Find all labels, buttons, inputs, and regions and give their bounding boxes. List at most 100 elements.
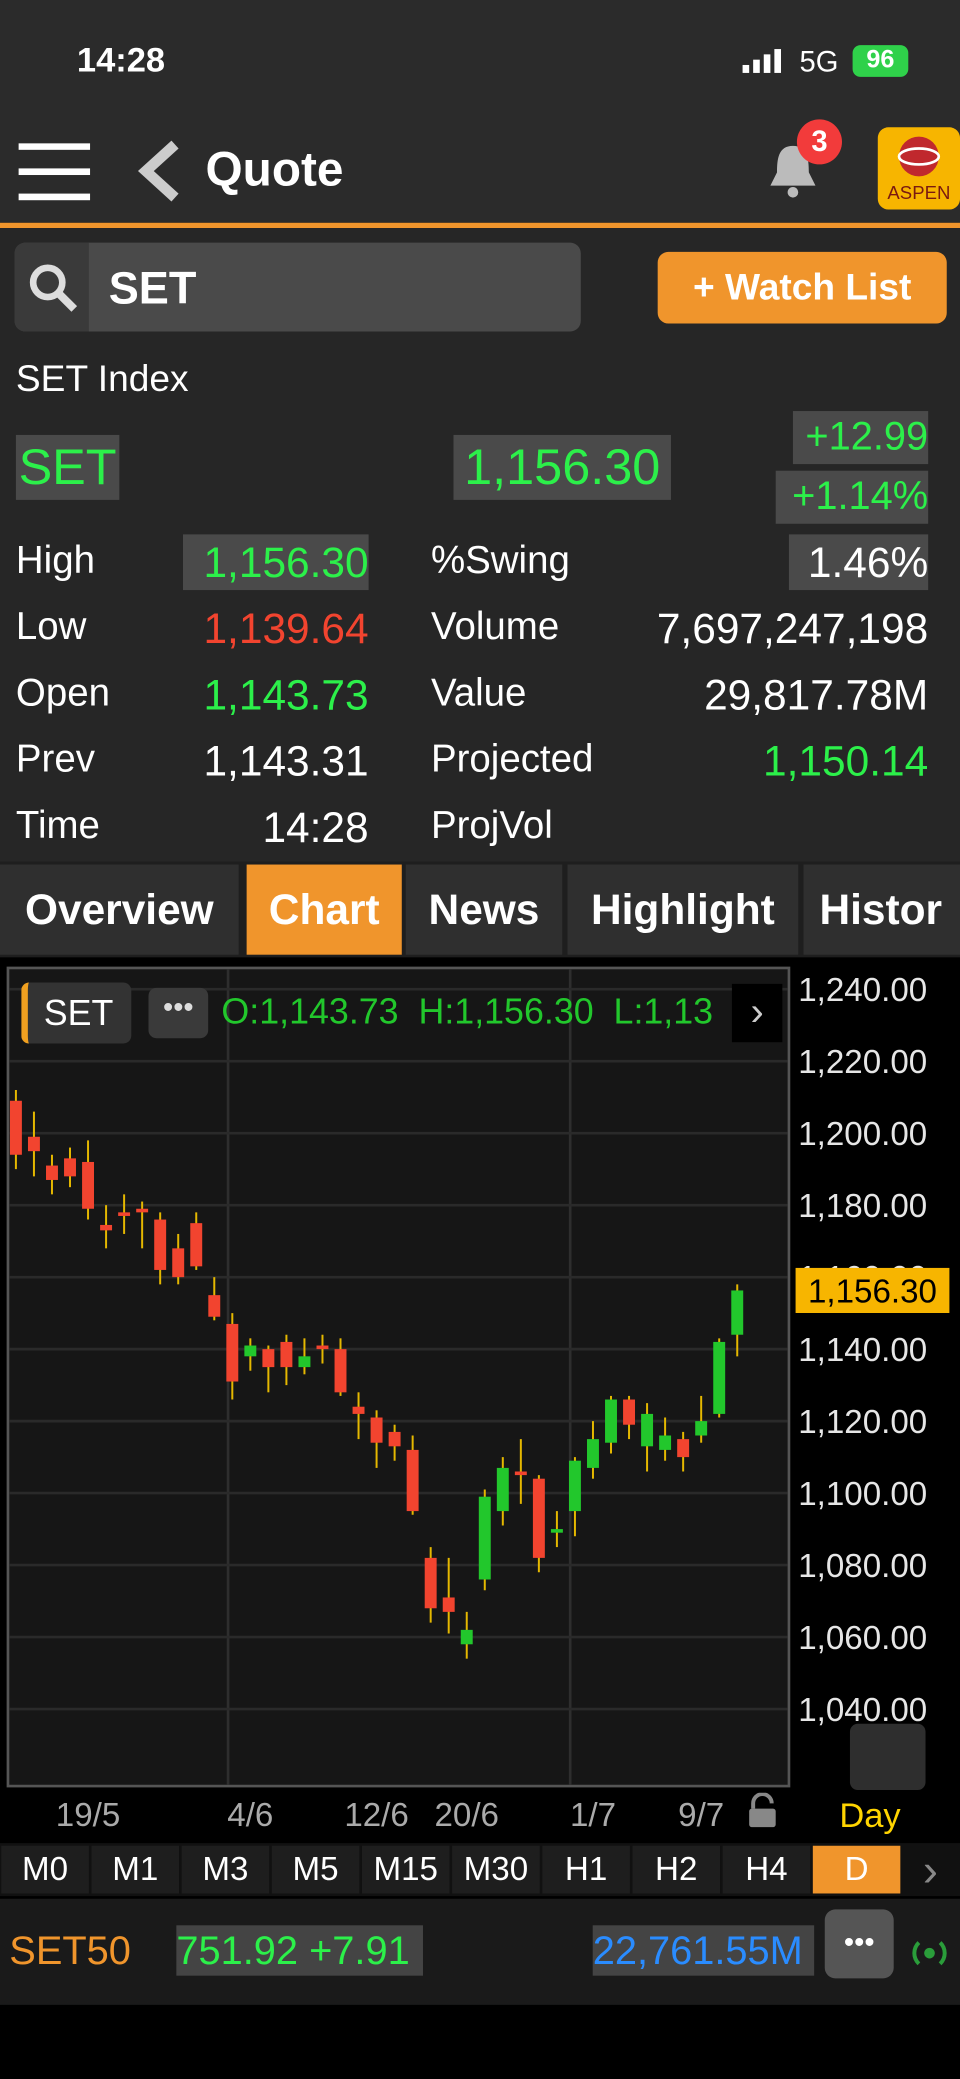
chart-symbol: SET xyxy=(43,993,114,1033)
candle-body xyxy=(587,1439,599,1468)
candle-body xyxy=(316,1345,329,1350)
timeframe[interactable]: M1 xyxy=(91,1845,180,1894)
candle-body xyxy=(208,1295,221,1317)
y-tick-label: 1,180.00 xyxy=(798,1188,927,1225)
candle-body xyxy=(641,1413,654,1447)
ohlc-more[interactable]: › xyxy=(731,983,783,1043)
ohlc-text: O:1,143.73 H:1,156.30 L:1,13 xyxy=(221,994,714,1031)
last-price: 1,156.30 xyxy=(453,434,671,500)
candle-body xyxy=(190,1223,203,1267)
tab[interactable]: News xyxy=(405,864,563,955)
fullscreen-button[interactable] xyxy=(849,1723,926,1791)
status-time: 14:28 xyxy=(76,39,166,80)
candle-body xyxy=(478,1496,491,1580)
page-title: Quote xyxy=(205,141,344,197)
timeframe[interactable]: M15 xyxy=(361,1845,450,1894)
candle-body xyxy=(172,1248,185,1278)
candle-body xyxy=(713,1341,726,1414)
tab-active[interactable]: Chart xyxy=(246,864,402,955)
candle-body xyxy=(46,1165,58,1180)
candle-body xyxy=(352,1406,365,1414)
candle-body xyxy=(424,1557,437,1609)
candle-body xyxy=(64,1158,76,1177)
candle-body xyxy=(442,1597,455,1612)
y-tick-label: 1,220.00 xyxy=(798,1044,927,1081)
field-label: ProjVol xyxy=(430,804,553,848)
y-tick-label: 1,100.00 xyxy=(798,1476,927,1513)
plot-area xyxy=(6,966,791,1788)
timeframe[interactable]: M0 xyxy=(1,1845,89,1894)
field-label: Volume xyxy=(430,605,560,649)
candle-body xyxy=(677,1439,690,1458)
candle-body xyxy=(82,1161,95,1209)
y-tick-label: 1,200.00 xyxy=(798,1116,927,1153)
y-tick-label: 1,240.00 xyxy=(798,972,927,1009)
x-tick-label: 4/6 xyxy=(227,1797,273,1834)
candle-body xyxy=(532,1478,545,1558)
ticker-value: 22,761.55M xyxy=(592,1925,815,1976)
symbol-tag[interactable]: SET xyxy=(21,982,132,1044)
timeframe[interactable]: M30 xyxy=(452,1845,540,1894)
candle-body xyxy=(460,1629,473,1645)
chart-menu[interactable]: ••• xyxy=(148,987,209,1039)
timeframe[interactable]: M5 xyxy=(271,1845,360,1894)
period[interactable]: Day xyxy=(839,1795,901,1836)
field-value: 1,143.73 xyxy=(203,670,369,719)
field-value: 29,817.78M xyxy=(704,670,929,719)
candle-body xyxy=(154,1219,167,1270)
tab[interactable]: Histor xyxy=(803,864,960,955)
candle-body xyxy=(136,1208,149,1213)
candle-body xyxy=(623,1399,636,1425)
candle-body xyxy=(244,1345,257,1357)
ticker-more[interactable]: ••• xyxy=(824,1909,894,1979)
connection-icon xyxy=(912,1941,947,1966)
x-tick-label: 20/6 xyxy=(434,1797,498,1834)
pct-change: +1.14% xyxy=(775,470,929,524)
search-box[interactable] xyxy=(14,242,581,332)
candle-body xyxy=(695,1421,708,1436)
field-value: 1.46% xyxy=(807,538,929,587)
field-label: %Swing xyxy=(430,539,570,583)
lock-icon[interactable] xyxy=(745,1792,779,1830)
change: +12.99 xyxy=(792,411,929,465)
field-label: Value xyxy=(430,672,527,715)
y-tick-label: 1,060.00 xyxy=(798,1620,927,1657)
back-button[interactable] xyxy=(135,140,183,202)
high-bg xyxy=(182,534,369,591)
field-value: 14:28 xyxy=(262,803,369,852)
menu-button[interactable] xyxy=(18,143,91,201)
logo-globe xyxy=(897,136,941,177)
timeframe[interactable]: M3 xyxy=(181,1845,270,1894)
timeframe[interactable]: H2 xyxy=(632,1845,721,1894)
y-tick-label: 1,120.00 xyxy=(798,1404,927,1441)
timeframe[interactable]: H4 xyxy=(722,1845,811,1894)
field-label: Low xyxy=(15,605,87,649)
field-label: Prev xyxy=(15,738,95,781)
watchlist-button[interactable]: + Watch List xyxy=(657,251,947,324)
candle-body xyxy=(659,1435,672,1450)
candle-body xyxy=(280,1341,293,1368)
candle-body xyxy=(118,1212,131,1216)
header-divider xyxy=(0,222,960,229)
field-value: 1,143.31 xyxy=(203,737,369,785)
candle-body xyxy=(731,1290,744,1335)
tab[interactable]: Highlight xyxy=(567,864,799,955)
candle-body xyxy=(496,1467,509,1512)
signal-icon xyxy=(742,49,781,73)
candle-body xyxy=(298,1356,311,1368)
candle-body xyxy=(568,1460,581,1512)
candle-body xyxy=(334,1349,347,1393)
logo[interactable]: ASPEN xyxy=(877,127,960,210)
timeframe-next[interactable]: › xyxy=(922,1845,938,1897)
timeframe[interactable]: H1 xyxy=(542,1845,630,1894)
field-value: 1,156.30 xyxy=(203,538,369,587)
last-price-label: 1,156.30 xyxy=(808,1273,937,1310)
tab[interactable]: Overview xyxy=(0,864,239,955)
candle-body xyxy=(514,1471,527,1476)
candle-body xyxy=(550,1529,563,1533)
network: 5G xyxy=(799,45,839,79)
timeframe[interactable]: D xyxy=(812,1845,901,1894)
ticker-price: 751.92 +7.91 xyxy=(176,1925,423,1976)
